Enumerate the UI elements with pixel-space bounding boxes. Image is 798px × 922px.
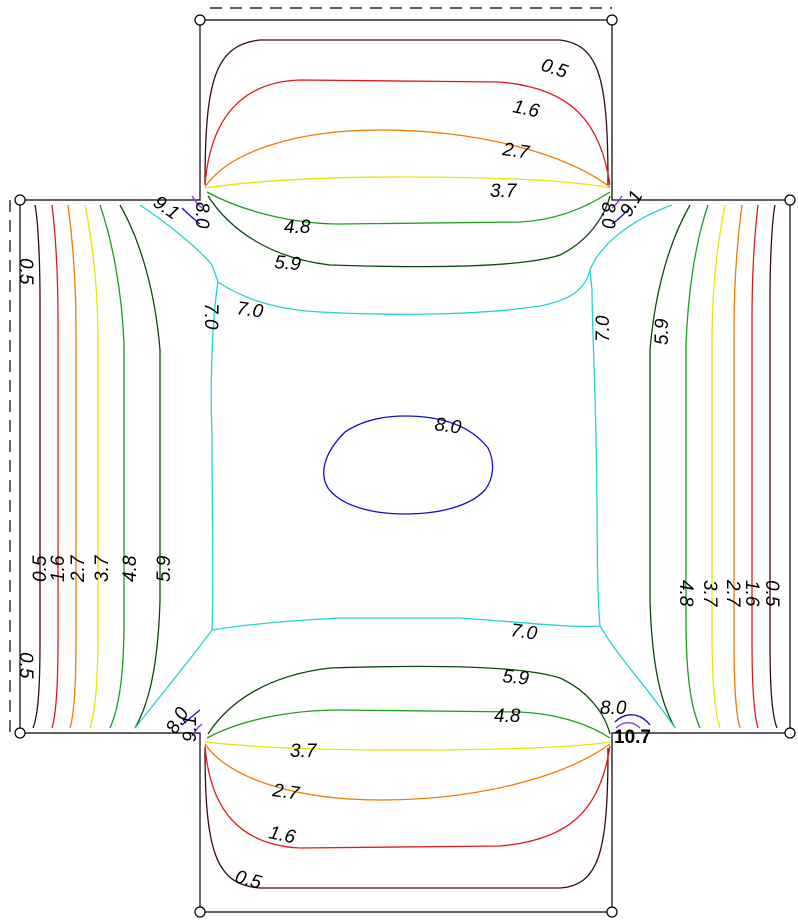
label-9-1: 9.1 [149, 192, 183, 224]
contour-3-7-bottom [204, 741, 611, 751]
label-3-7: 3.7 [490, 181, 518, 202]
label-4-8: 4.8 [120, 555, 141, 582]
label-7-0: 7.0 [200, 303, 221, 330]
contour-8-0-corner-tr [611, 207, 631, 225]
label-5-9: 5.9 [274, 252, 303, 275]
label-5-9: 5.9 [154, 555, 175, 582]
contour-5-9-left [119, 204, 161, 729]
label-0-5: 0.5 [15, 258, 36, 285]
label-2-7: 2.7 [722, 579, 743, 608]
contour-9-1-corner-tr [611, 195, 623, 209]
contour-2-7-top [204, 129, 611, 188]
contour-0-5-right [769, 204, 778, 729]
contour-8-0-corner-tl [181, 207, 201, 225]
contour-1-6-bottom [204, 745, 611, 849]
contour-9-1-corner-br [615, 722, 641, 729]
label-0-5: 0.5 [538, 55, 570, 83]
label-5-9: 5.9 [501, 666, 530, 690]
contour-5-9-right [649, 204, 691, 729]
label-4-8: 4.8 [675, 580, 696, 607]
contour-3-7-left [84, 204, 99, 729]
label-7-0: 7.0 [235, 298, 265, 323]
contour-0-5-left [32, 204, 41, 729]
contour-7-0 [134, 204, 676, 729]
corner-singularities [181, 195, 651, 737]
contour-5-9-bottom [207, 665, 611, 735]
top-contours [204, 39, 611, 268]
contour-8-0-corner-bl [181, 709, 201, 726]
node [606, 14, 618, 26]
node [784, 727, 796, 739]
contour-0-5-top [204, 39, 609, 186]
right-contours [649, 204, 778, 729]
label-8-0: 8.0 [433, 414, 463, 439]
label-1-6: 1.6 [511, 96, 542, 122]
label-0-5: 0.5 [761, 580, 782, 607]
contour-1-6-left [51, 204, 59, 729]
contour-4-8-left [99, 204, 125, 729]
contour-8-0-center [323, 415, 494, 515]
contour-3-7-right [711, 204, 726, 729]
label-7-0: 7.0 [509, 620, 539, 645]
label-0-5: 0.5 [15, 652, 36, 679]
label-9-1: 9.1 [180, 716, 201, 742]
label-4-8: 4.8 [284, 217, 311, 238]
node [784, 194, 796, 206]
contour-4-8-right [685, 204, 709, 729]
contour-9-1-corner-tl [191, 195, 203, 209]
node [194, 14, 206, 26]
contour-3-7-top [204, 176, 611, 189]
label-8-0: 8.0 [191, 202, 212, 229]
node [14, 194, 26, 206]
left-contours [32, 204, 161, 729]
contour-8-0-corner-br [614, 714, 651, 726]
label-2-7: 2.7 [270, 780, 301, 805]
label-3-7: 3.7 [699, 580, 720, 608]
label-0-5: 0.5 [30, 555, 51, 582]
contour-2-7-bottom [204, 743, 611, 801]
node [606, 906, 618, 918]
contour-1-6-top [204, 79, 611, 186]
label-3-7: 3.7 [290, 741, 318, 762]
label-1-6: 1.6 [48, 555, 69, 582]
label-7-0: 7.0 [593, 315, 614, 342]
label-8-0: 8.0 [600, 698, 627, 719]
label-0-5: 0.5 [233, 867, 264, 894]
contour-5-9-top [207, 195, 611, 268]
contour-0-5-bottom [204, 747, 609, 889]
label-5-9: 5.9 [652, 318, 673, 345]
contour-4-8-bottom [206, 709, 611, 739]
label-1-6: 1.6 [267, 822, 298, 848]
corner-nodes [14, 14, 796, 918]
label-4-8: 4.8 [494, 706, 521, 727]
label-2-7: 2.7 [500, 139, 531, 164]
contour-9-1-corner-bl [191, 723, 203, 737]
contour-2-7-left [67, 204, 77, 729]
domain-outline [19, 19, 791, 913]
label-9-1: 9.1 [616, 187, 647, 220]
contour-2-7-right [733, 204, 743, 729]
label-2-7: 2.7 [68, 554, 89, 583]
node [194, 906, 206, 918]
contour-1-6-right [751, 204, 759, 729]
label-10-7: 10.7 [614, 727, 651, 748]
label-1-6: 1.6 [741, 580, 762, 607]
label-3-7: 3.7 [92, 554, 113, 582]
node [14, 727, 26, 739]
contour-4-8-top [206, 191, 611, 225]
bottom-contours [204, 665, 611, 889]
contour-labels: 0.5 1.6 2.7 3.7 4.8 5.9 7.0 9.1 8.0 8.0 … [15, 55, 782, 894]
label-8-0: 8.0 [597, 202, 618, 229]
